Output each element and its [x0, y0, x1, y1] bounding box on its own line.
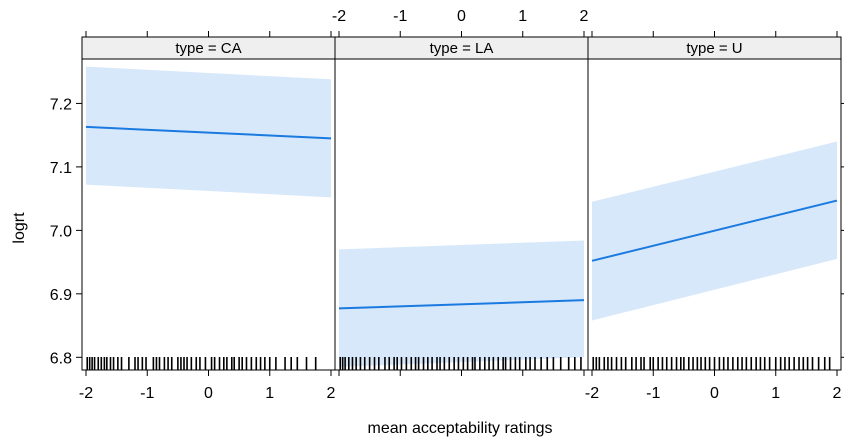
- x-tick-label-top: 0: [457, 8, 466, 25]
- x-tick-label: 0: [710, 385, 719, 402]
- x-tick-label: -2: [585, 385, 599, 402]
- strip-label-2: type = LA: [430, 40, 494, 57]
- x-tick-label: 0: [204, 385, 213, 402]
- y-tick-label: 6.9: [50, 287, 72, 304]
- y-tick-label: 7.0: [50, 223, 72, 240]
- x-tick-label: 2: [833, 385, 842, 402]
- x-tick-label: 1: [265, 385, 274, 402]
- fit-line-1: [85, 125, 332, 140]
- y-axis-label: logrt: [11, 212, 28, 244]
- confidence-bands: [86, 66, 837, 367]
- x-tick-label-top: 1: [518, 8, 527, 25]
- fit-line-3: [591, 199, 838, 262]
- panel-strips: type = CA type = LA type = U: [81, 36, 842, 60]
- x-tick-label: -1: [646, 385, 660, 402]
- y-tick-label: 6.8: [50, 350, 72, 367]
- x-tick-label: 2: [327, 385, 336, 402]
- axes: -2 -1 0 1 2 -2 -1 0 1 2 -2 -1 0 1 2 6.8 6.9 7.0 7.1 7.2: [50, 8, 844, 402]
- x-tick-label: -2: [79, 385, 93, 402]
- strip-label-1: type = CA: [175, 40, 241, 57]
- fit-line-2: [338, 299, 585, 310]
- x-tick-label-top: -2: [332, 8, 346, 25]
- y-tick-label: 7.1: [50, 160, 72, 177]
- x-axis-label: mean acceptability ratings: [368, 420, 553, 437]
- fit-lines: [85, 125, 838, 310]
- x-tick-label-top: -1: [393, 8, 407, 25]
- x-tick-label: 1: [771, 385, 780, 402]
- y-tick-label: 7.2: [50, 96, 72, 113]
- strip-label-3: type = U: [686, 40, 742, 57]
- rug-marks: [86, 357, 831, 370]
- x-tick-label-top: 2: [580, 8, 589, 25]
- x-tick-label: -1: [140, 385, 154, 402]
